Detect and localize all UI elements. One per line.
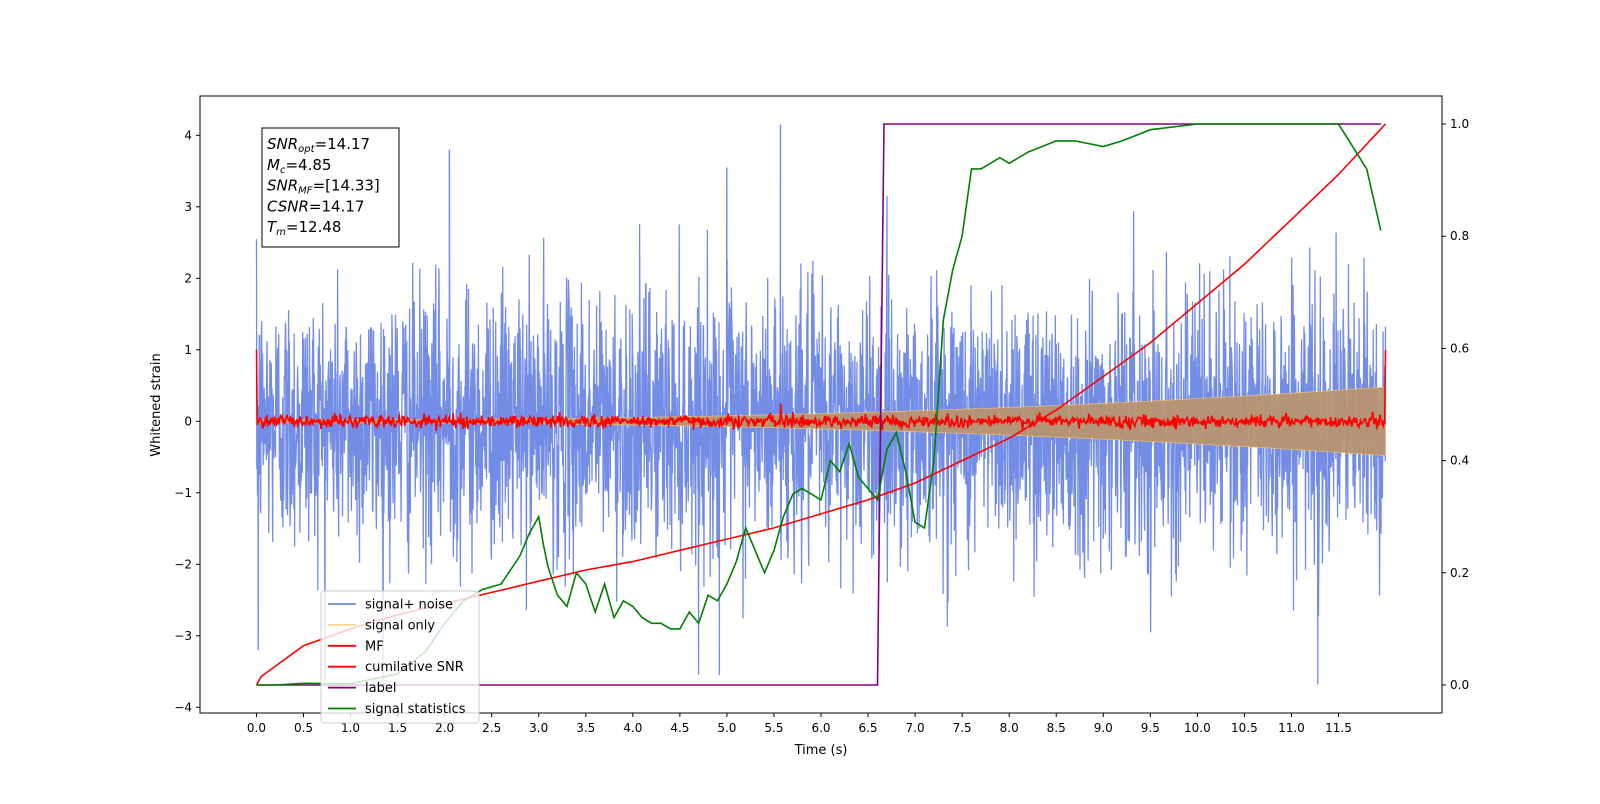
annotation-value: =14.17 [315,135,371,153]
annotation-value: =[14.33] [313,177,380,195]
x-tick-label: 9.5 [1141,721,1160,735]
legend-label: signal+ noise [365,598,453,613]
annotation-symbol: CSNR [267,197,309,215]
annotation-line: Tm=12.48 [267,218,341,238]
annotation-line: SNRMF=[14.33] [267,177,380,197]
stats-annotation-box: SNRopt=14.17Mc=4.85SNRMF=[14.33]CSNR=14.… [261,127,400,248]
y-left-tick-label: 2 [184,271,192,285]
y-axis-right: 0.0 0.2 0.4 0.6 0.8 1.0 [1442,117,1469,692]
x-tick-label: 6.5 [858,721,877,735]
x-tick-label: 0.0 [247,721,266,735]
x-tick-label: 1.0 [341,721,360,735]
annotation-symbol: SNR [267,177,298,195]
x-tick-label: 2.5 [482,721,501,735]
y-axis-left: −4 −3 −2 −1 0 1 2 3 4 [174,128,200,714]
x-tick-label: 3.0 [529,721,548,735]
series-label-line [256,123,1381,686]
x-tick-label: 11.5 [1325,721,1352,735]
annotation-subscript: c [280,165,286,176]
y-right-tick-label: 0.8 [1450,229,1469,243]
y-left-tick-label: 3 [184,200,192,214]
x-tick-label: 7.0 [906,721,925,735]
y-left-tick-label: −2 [174,557,192,571]
x-tick-label: 7.5 [953,721,972,735]
y-right-tick-label: 0.0 [1450,678,1469,692]
legend-label: signal only [365,618,435,633]
x-axis: 0.0 0.5 1.0 1.5 2.0 2.5 3.0 3.5 4.0 4.5 5.0 5.5 6.0 6… [247,713,1352,735]
x-tick-label: 5.0 [717,721,736,735]
annotation-symbol: T [267,218,278,236]
annotation-value: =4.85 [285,156,331,174]
y-right-tick-label: 0.4 [1450,454,1469,468]
y-axis-label-left: Whitened strain [149,353,164,456]
y-right-tick-label: 1.0 [1450,117,1469,131]
y-right-tick-label: 0.6 [1450,341,1469,355]
series-signal-statistics-line [256,123,1382,686]
x-tick-label: 10.5 [1231,721,1258,735]
x-tick-label: 11.0 [1278,721,1305,735]
y-left-tick-label: 1 [184,343,192,357]
annotation-line: CSNR=14.17 [267,197,364,215]
y-left-tick-label: −1 [174,486,192,500]
legend-label: signal statistics [365,702,466,717]
y-left-tick-label: −3 [174,629,192,643]
annotation-subscript: m [276,227,286,238]
annotation-line: SNRopt=14.17 [267,135,370,155]
x-tick-label: 8.5 [1047,721,1066,735]
x-tick-label: 1.5 [388,721,407,735]
x-tick-label: 10.0 [1184,721,1211,735]
legend-label: MF [365,639,384,654]
annotation-frame [261,127,400,248]
x-tick-label: 3.5 [576,721,595,735]
annotation-subscript: MF [298,186,313,197]
x-tick-label: 9.0 [1094,721,1113,735]
x-tick-label: 2.0 [435,721,454,735]
y-left-tick-label: 4 [184,128,192,142]
annotation-subscript: opt [298,144,315,155]
legend-label: cumilative SNR [365,660,464,675]
x-tick-label: 4.0 [623,721,642,735]
annotation-line: Mc=4.85 [267,156,331,176]
x-tick-label: 5.5 [764,721,783,735]
x-tick-label: 4.5 [670,721,689,735]
y-left-tick-label: −4 [174,700,192,714]
y-left-tick-label: 0 [184,414,192,428]
legend-label: label [365,681,396,696]
x-tick-label: 0.5 [294,721,313,735]
series-mf-line [255,349,1387,431]
annotation-value: =12.48 [286,218,342,236]
x-tick-label: 8.0 [1000,721,1019,735]
annotation-symbol: SNR [267,135,298,153]
legend-frame [320,590,480,724]
legend: signal+ noise signal only MF cumilative SNR… [320,590,480,724]
annotation-value: =14.17 [309,197,365,215]
x-tick-label: 6.0 [811,721,830,735]
x-axis-label: Time (s) [794,743,848,758]
plot-area [255,123,1387,697]
annotation-symbol: M [267,156,280,174]
y-right-tick-label: 0.2 [1450,566,1469,580]
